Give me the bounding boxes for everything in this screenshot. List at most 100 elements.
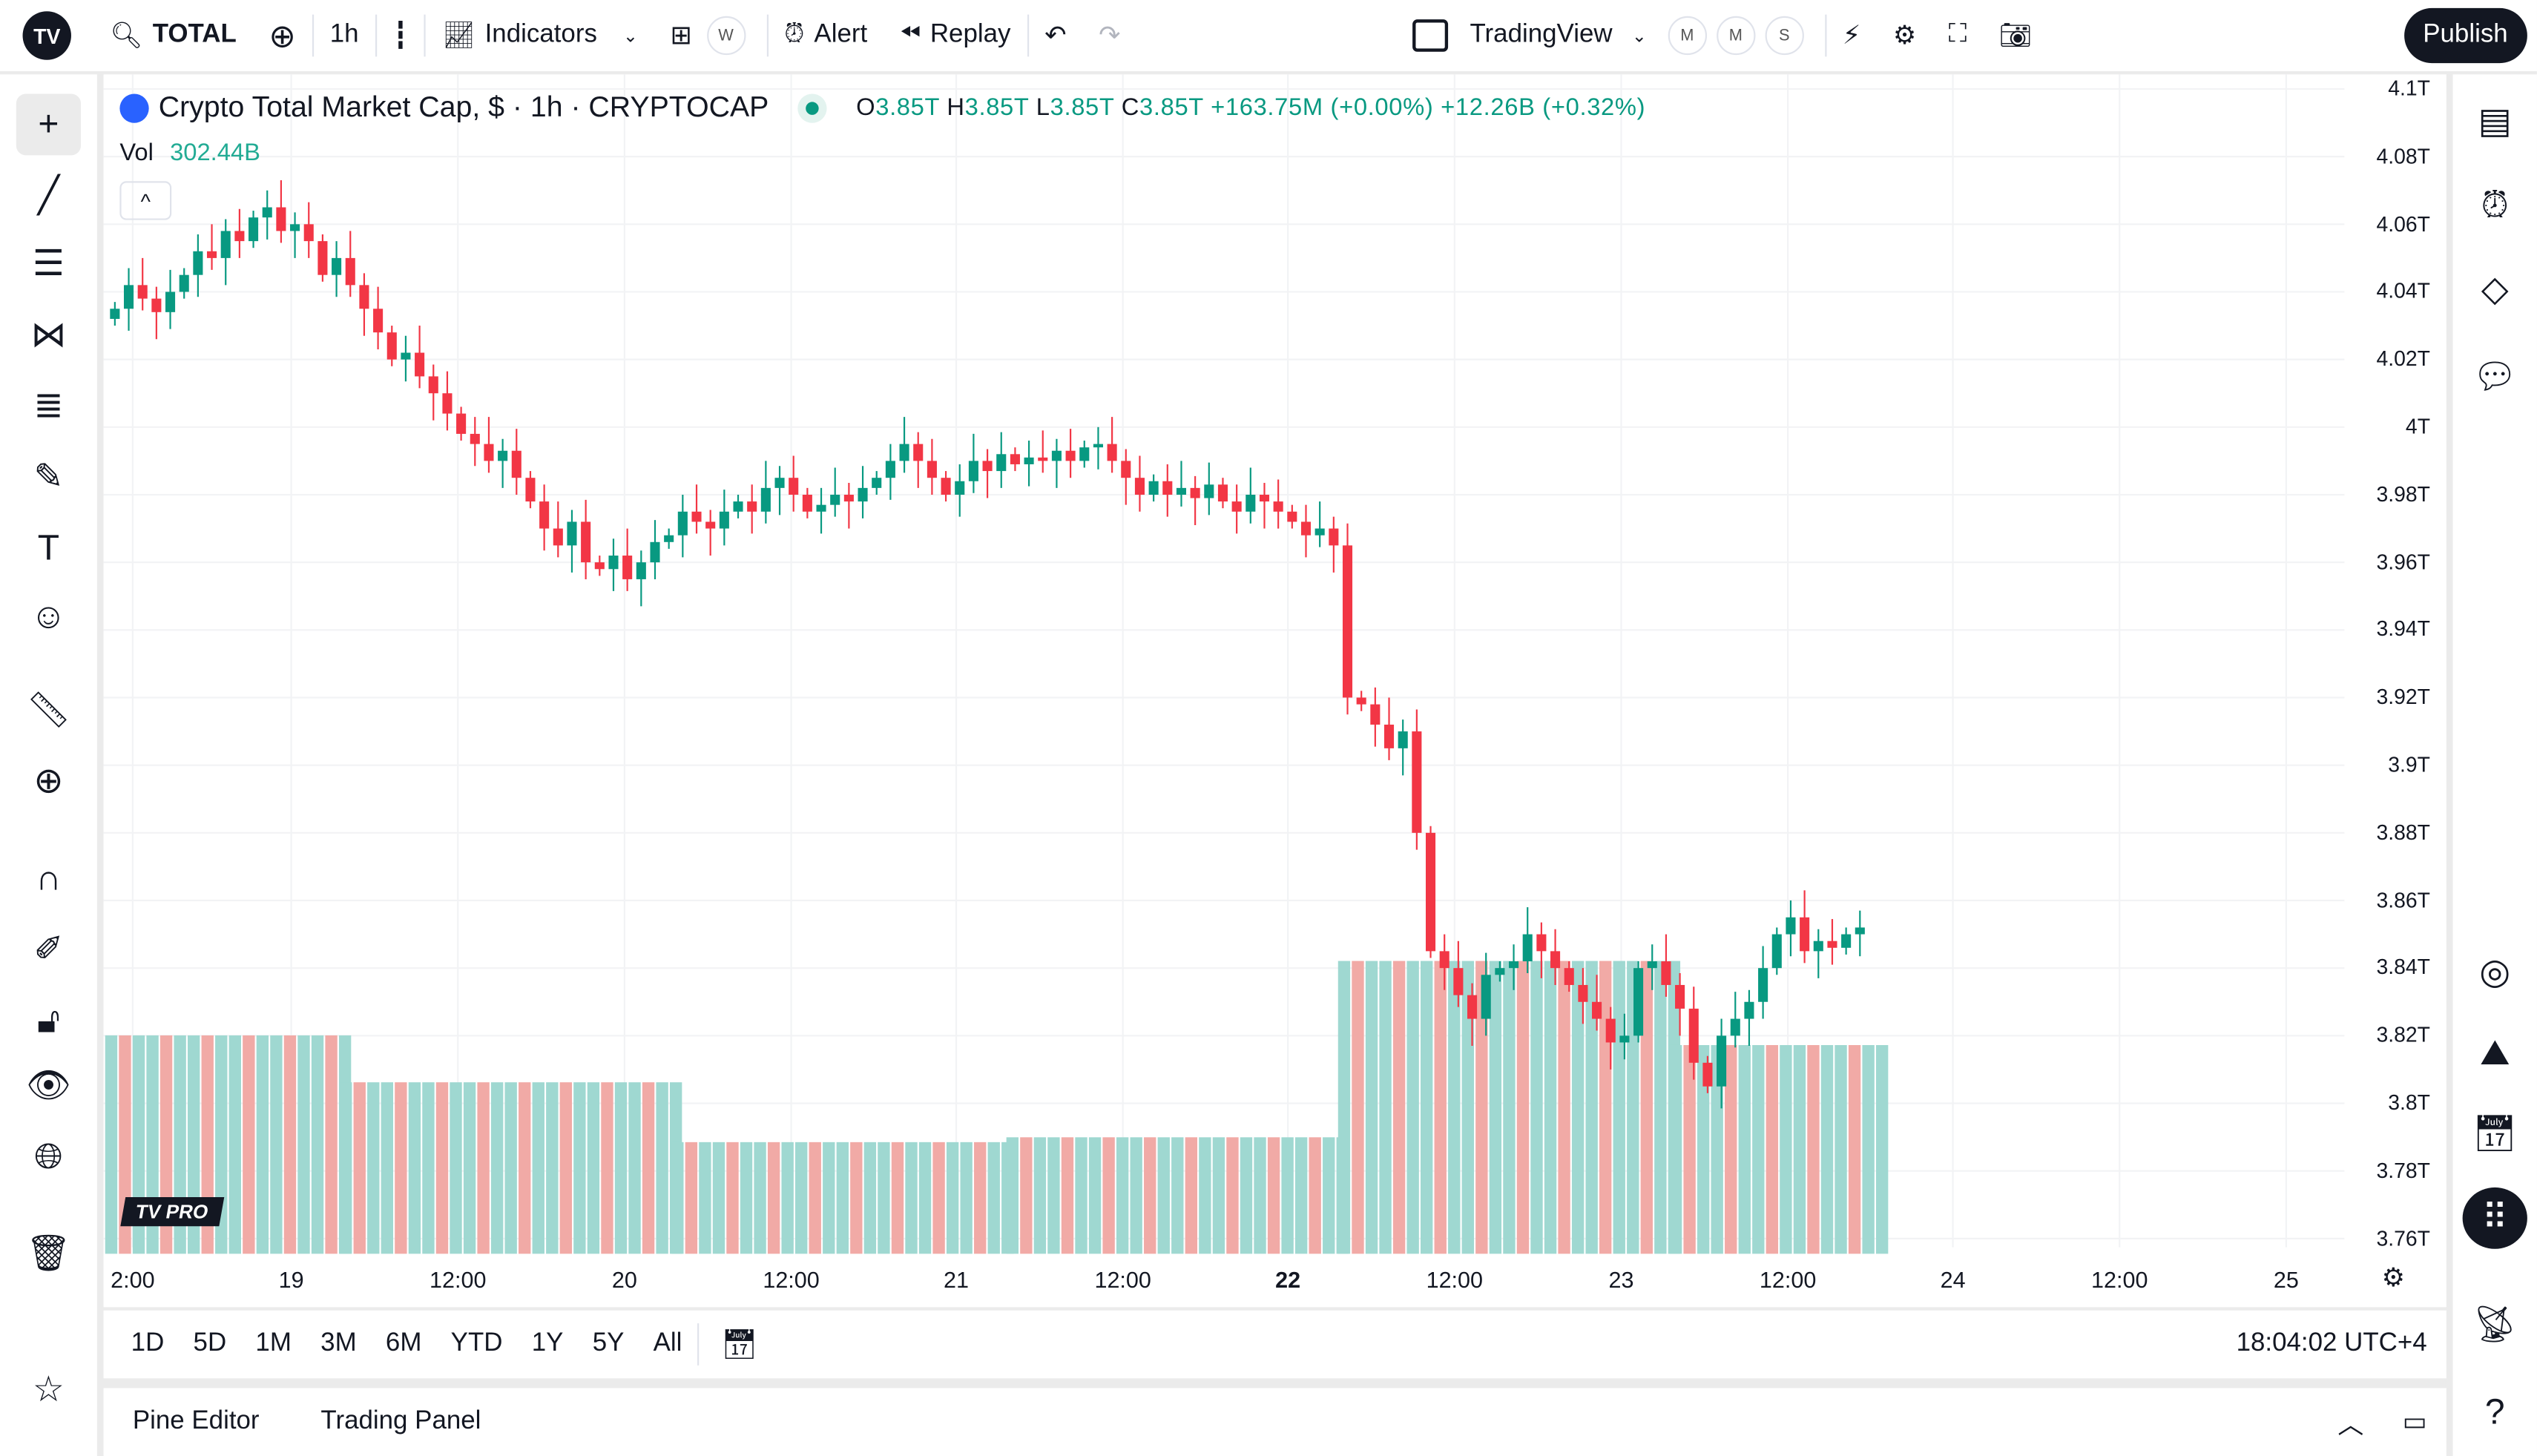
- volume-profile-bar: [960, 1142, 973, 1254]
- chevron-up-icon[interactable]: ︿: [2337, 1412, 2364, 1440]
- tradingview-logo[interactable]: TV: [22, 11, 71, 60]
- apps-icon[interactable]: ⠿: [2462, 1187, 2527, 1249]
- eye-icon[interactable]: 👁︎: [25, 1064, 71, 1105]
- trash-icon[interactable]: 🗑︎: [25, 1232, 71, 1274]
- publish-button[interactable]: Publish: [2403, 7, 2527, 64]
- watchlist-icon[interactable]: ▤: [2478, 100, 2512, 141]
- axis-settings-icon[interactable]: ⚙︎: [2381, 1265, 2405, 1293]
- target-icon[interactable]: ◎: [2479, 951, 2511, 992]
- settings-button[interactable]: ⚙︎: [1877, 0, 1932, 71]
- crosshair-icon[interactable]: +: [16, 93, 82, 156]
- candle-body: [968, 461, 978, 481]
- range-ytd[interactable]: YTD: [450, 1329, 503, 1357]
- star-icon[interactable]: ☆: [32, 1368, 65, 1409]
- globe-icon[interactable]: 🌐︎: [34, 1136, 63, 1176]
- help-icon[interactable]: ?: [2484, 1391, 2505, 1432]
- candle-body: [498, 450, 508, 461]
- alert-button[interactable]: ⏰︎ Alert: [768, 0, 883, 71]
- volume-profile-bar: [1752, 1044, 1765, 1254]
- candle-body: [1564, 968, 1574, 985]
- tab-pine-editor[interactable]: Pine Editor: [132, 1407, 260, 1435]
- symbol-search[interactable]: 🔍︎ TOTAL: [94, 0, 253, 71]
- fib-lines-icon[interactable]: ☰: [32, 243, 65, 283]
- gear-icon: ⚙︎: [1892, 22, 1917, 50]
- volume-profile-bar: [1725, 1044, 1737, 1254]
- candle-body: [1522, 934, 1533, 962]
- lightning-search-icon: ⚡︎: [1842, 22, 1861, 50]
- emoji-icon[interactable]: ☺: [30, 595, 67, 636]
- candle-body: [234, 231, 245, 242]
- maximize-icon[interactable]: ▭: [2402, 1409, 2427, 1437]
- user-badge-m2[interactable]: M: [1716, 16, 1755, 56]
- volume-profile-bar: [1392, 961, 1406, 1254]
- candle-body: [594, 562, 605, 570]
- divider: [424, 14, 427, 57]
- price-tick: 3.76T: [2376, 1225, 2431, 1251]
- ruler-icon[interactable]: 📏︎: [25, 689, 71, 730]
- replay-button[interactable]: ⏪︎ Replay: [883, 0, 1027, 71]
- chart-type-button[interactable]: ┇: [377, 0, 425, 71]
- tab-trading-panel[interactable]: Trading Panel: [320, 1407, 481, 1435]
- interval-button[interactable]: 1h: [329, 21, 359, 49]
- ideas-icon[interactable]: ⛰︎: [2480, 1032, 2510, 1073]
- user-badge-m1[interactable]: M: [1668, 16, 1707, 56]
- stream-icon[interactable]: 📡︎: [2472, 1303, 2518, 1345]
- candle-body: [1190, 487, 1200, 498]
- alerts-icon[interactable]: ⏰︎: [2481, 184, 2509, 225]
- pattern-icon[interactable]: ⋈: [30, 314, 67, 355]
- range-3m[interactable]: 3M: [320, 1329, 357, 1357]
- calendar-icon[interactable]: 📅︎: [2472, 1113, 2518, 1154]
- templates-button[interactable]: ⊞ W: [654, 0, 766, 71]
- candle-body: [1647, 961, 1657, 969]
- volume-profile-bar: [532, 1082, 544, 1254]
- range-all[interactable]: All: [653, 1329, 682, 1357]
- price-chart[interactable]: [103, 74, 2446, 1307]
- ohlc-values: O3.85T H3.85T L3.85T C3.85T +163.75M (+0…: [856, 93, 1646, 122]
- forecast-icon[interactable]: ≣: [33, 385, 64, 426]
- layers-icon[interactable]: ◇: [2481, 269, 2509, 309]
- range-6m[interactable]: 6M: [385, 1329, 422, 1357]
- date-range-icon[interactable]: 📅︎: [720, 1327, 758, 1360]
- lock-icon[interactable]: 🔓︎: [36, 999, 60, 1041]
- volume-profile-bar: [601, 1082, 613, 1254]
- collapse-legend-button[interactable]: ^: [119, 181, 172, 220]
- range-5y[interactable]: 5Y: [592, 1329, 625, 1357]
- candle-body: [1176, 487, 1187, 495]
- snapshot-button[interactable]: 📷︎: [1983, 0, 2048, 71]
- candle-body: [1038, 457, 1048, 461]
- volume-profile-bar: [1365, 961, 1378, 1254]
- square-icon: [1412, 19, 1447, 52]
- compare-button[interactable]: ⊕: [253, 0, 312, 71]
- indicators-button[interactable]: 📈︎ Indicators ⌄: [426, 0, 654, 71]
- quick-search-button[interactable]: ⚡︎: [1826, 0, 1877, 71]
- drawing-toolbar: + ╱ ☰ ⋈ ≣ ✎ T ☺ 📏︎ ⊕ ∩ ✐ 🔓︎ 👁︎ 🌐︎ 🗑︎ ☆: [0, 74, 97, 1456]
- range-1d[interactable]: 1D: [131, 1329, 165, 1357]
- time-tick: 12:00: [763, 1266, 820, 1293]
- plus-circle-icon: ⊕: [269, 19, 296, 55]
- candle-body: [1121, 461, 1131, 478]
- candle-body: [747, 501, 757, 512]
- undo-button[interactable]: ↶: [1028, 0, 1082, 71]
- text-icon[interactable]: T: [37, 527, 60, 568]
- trend-line-icon[interactable]: ╱: [37, 174, 59, 216]
- candle-body: [332, 257, 342, 275]
- candle-body: [1246, 494, 1256, 512]
- volume-profile-bar: [1585, 961, 1598, 1254]
- brush-icon[interactable]: ✎: [33, 456, 64, 497]
- volume-profile-bar: [546, 1082, 559, 1254]
- range-1y[interactable]: 1Y: [531, 1329, 564, 1357]
- layout-button[interactable]: TradingView ⌄: [1395, 0, 1662, 71]
- range-1m[interactable]: 1M: [255, 1329, 292, 1357]
- clock[interactable]: 18:04:02 UTC+4: [2236, 1329, 2427, 1357]
- zoom-in-icon[interactable]: ⊕: [33, 760, 64, 801]
- redo-button[interactable]: ↷: [1082, 0, 1136, 71]
- magnet-icon[interactable]: ∩: [36, 857, 62, 898]
- chart-pane[interactable]: Crypto Total Market Cap, $ · 1h · CRYPTO…: [103, 74, 2446, 1308]
- price-tick: 3.8T: [2388, 1090, 2431, 1115]
- candle-body: [1300, 521, 1312, 536]
- lock-drawing-icon[interactable]: ✐: [33, 928, 64, 969]
- range-5d[interactable]: 5D: [193, 1329, 227, 1357]
- fullscreen-button[interactable]: ⛶: [1932, 0, 1983, 71]
- chat-icon[interactable]: 💬︎: [2472, 355, 2518, 397]
- user-badge-s[interactable]: S: [1765, 16, 1804, 56]
